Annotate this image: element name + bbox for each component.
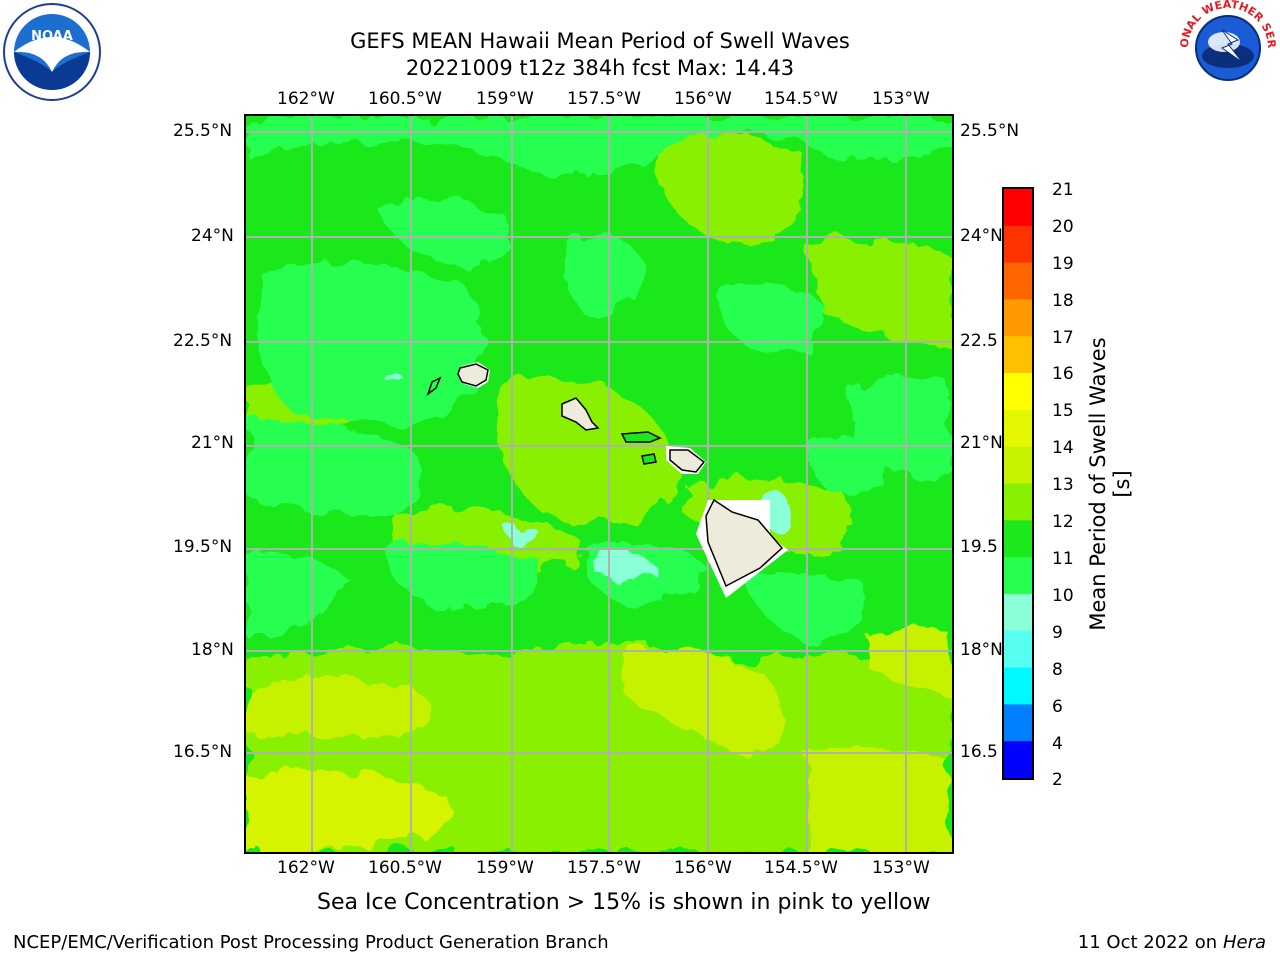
lon-label-top: 159°W — [476, 89, 534, 109]
colorbar-segment — [1004, 446, 1032, 485]
colorbar-segment — [1004, 225, 1032, 264]
lat-label-left: 22.5°N — [173, 331, 233, 351]
colorbar-tick: 15 — [1052, 401, 1074, 421]
lat-label-right: 16.5 — [960, 742, 998, 762]
colorbar-segment — [1004, 593, 1032, 632]
molokai-island — [620, 431, 662, 443]
lon-label-bottom: 157.5°W — [567, 858, 641, 878]
colorbar-tick: 11 — [1052, 549, 1074, 569]
colorbar-tick: 14 — [1052, 438, 1074, 458]
colorbar-tick: 20 — [1052, 217, 1074, 237]
colorbar-tick: 8 — [1052, 660, 1063, 680]
footer-date-text: 11 Oct 2022 on — [1077, 932, 1223, 953]
maui-island — [669, 449, 706, 473]
colorbar-segment — [1004, 741, 1032, 778]
sea-ice-caption: Sea Ice Concentration > 15% is shown in … — [317, 890, 931, 915]
lat-label-left: 16.5°N — [173, 742, 233, 762]
footer-credit: NCEP/EMC/Verification Post Processing Pr… — [13, 932, 609, 953]
lon-label-top: 162°W — [277, 89, 335, 109]
colorbar-tick: 4 — [1052, 734, 1063, 754]
colorbar-tick: 19 — [1052, 254, 1074, 274]
colorbar-segment — [1004, 520, 1032, 558]
colorbar — [1002, 187, 1034, 780]
lon-label-top: 153°W — [872, 89, 930, 109]
colorbar-ticks: 21 20 19 18 17 16 15 14 13 12 11 10 9 8 … — [1034, 180, 1094, 790]
lat-label-left: 25.5°N — [173, 121, 233, 141]
lon-label-bottom: 154.5°W — [764, 858, 838, 878]
lat-label-left: 18°N — [191, 640, 234, 660]
lon-label-bottom: 156°W — [674, 858, 732, 878]
lat-label-left: 24°N — [191, 226, 234, 246]
kauai-island — [457, 363, 489, 387]
colorbar-segment — [1004, 557, 1032, 595]
lon-label-top: 157.5°W — [567, 89, 641, 109]
colorbar-tick: 6 — [1052, 697, 1063, 717]
colorbar-segment — [1004, 409, 1032, 448]
hawaii-big-island — [705, 498, 784, 588]
colorbar-tick: 21 — [1052, 180, 1074, 200]
lon-label-bottom: 159°W — [476, 858, 534, 878]
nws-logo: NATIONAL WEATHER SERVICE — [1173, 0, 1278, 100]
chart-title-line1: GEFS MEAN Hawaii Mean Period of Swell Wa… — [350, 29, 850, 53]
lat-label-right: 18°N — [960, 640, 1003, 660]
hawaiian-islands — [426, 362, 788, 598]
footer-date: 11 Oct 2022 on Hera — [1078, 932, 1266, 953]
colorbar-segment — [1004, 373, 1032, 411]
lon-label-bottom: 162°W — [277, 858, 335, 878]
lat-label-right: 22.5 — [960, 331, 998, 351]
colorbar-segment — [1004, 667, 1032, 705]
noaa-logo: NOAA — [2, 2, 102, 102]
colorbar-tick: 9 — [1052, 623, 1063, 643]
lanai-island — [641, 453, 657, 465]
colorbar-label: Mean Period of Swell Waves [s] — [1086, 337, 1134, 631]
lat-label-right: 21°N — [960, 433, 1003, 453]
map-gridlines — [246, 116, 952, 852]
lat-label-left: 21°N — [191, 433, 234, 453]
lon-label-bottom: 153°W — [872, 858, 930, 878]
colorbar-segment — [1004, 704, 1032, 742]
colorbar-tick: 10 — [1052, 586, 1074, 606]
colorbar-segment — [1004, 189, 1032, 227]
lat-label-left: 19.5°N — [173, 537, 233, 557]
colorbar-segment — [1004, 262, 1032, 301]
svg-text:NOAA: NOAA — [31, 29, 73, 44]
footer-host: Hera — [1222, 932, 1266, 953]
colorbar-tick: 18 — [1052, 291, 1074, 311]
colorbar-tick: 17 — [1052, 328, 1074, 348]
lat-label-right: 19.5 — [960, 537, 998, 557]
colorbar-tick: 12 — [1052, 512, 1074, 532]
colorbar-segment — [1004, 299, 1032, 337]
colorbar-tick: 13 — [1052, 475, 1074, 495]
colorbar-tick: 16 — [1052, 364, 1074, 384]
colorbar-segment — [1004, 630, 1032, 669]
colorbar-segment — [1004, 336, 1032, 374]
lon-label-top: 156°W — [674, 89, 732, 109]
oahu-island — [561, 397, 600, 431]
lon-label-top: 154.5°W — [764, 89, 838, 109]
colorbar-tick: 2 — [1052, 770, 1063, 790]
lat-label-right: 25.5°N — [960, 121, 1020, 141]
lon-label-top: 160.5°W — [368, 89, 442, 109]
chart-title-line2: 20221009 t12z 384h fcst Max: 14.43 — [405, 56, 795, 80]
niihau-island — [426, 376, 442, 397]
map-panel — [244, 114, 954, 854]
colorbar-segment — [1004, 483, 1032, 521]
lat-label-right: 24°N — [960, 226, 1003, 246]
lon-label-bottom: 160.5°W — [368, 858, 442, 878]
